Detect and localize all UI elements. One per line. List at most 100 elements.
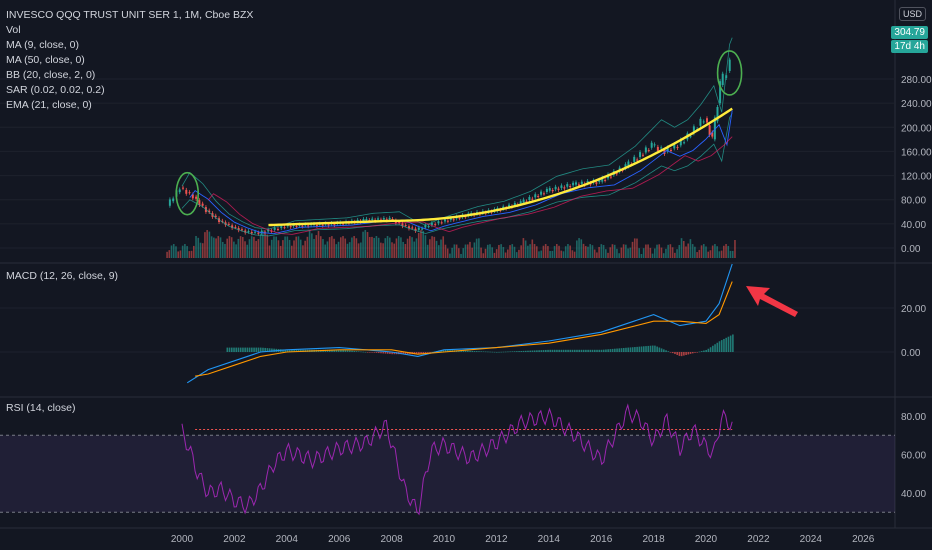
volume-bar <box>246 244 249 258</box>
macd-histogram-bar <box>558 349 560 352</box>
macd-histogram-bar <box>469 350 471 352</box>
volume-bar <box>193 245 195 258</box>
volume-bar <box>172 244 175 258</box>
volume-bar <box>482 253 485 258</box>
volume-bar <box>524 240 527 258</box>
volume-bar <box>486 244 489 258</box>
volume-bar <box>286 236 289 258</box>
volume-bar <box>674 252 676 258</box>
volume-bar <box>671 247 674 258</box>
volume-bar <box>195 236 197 258</box>
rsi-label[interactable]: RSI (14, close) <box>6 402 76 414</box>
macd-histogram-bar <box>591 349 594 352</box>
macd-histogram-bar <box>271 348 273 352</box>
volume-bar <box>275 236 278 258</box>
macd-histogram-bar <box>502 351 505 353</box>
volume-bar <box>707 251 710 258</box>
volume-bar <box>319 236 322 258</box>
volume-bar <box>315 235 318 258</box>
candle <box>427 226 430 228</box>
volume-bar <box>491 247 494 258</box>
volume-bar <box>328 237 331 258</box>
candle <box>198 200 201 205</box>
candle <box>286 225 289 227</box>
macd-histogram-bar <box>415 352 418 355</box>
macd-histogram-bar <box>565 349 567 352</box>
macd-histogram-bar <box>293 349 295 352</box>
volume-bar <box>609 247 612 258</box>
volume-bar <box>473 242 476 258</box>
macd-label[interactable]: MACD (12, 26, close, 9) <box>6 270 119 282</box>
volume-bar <box>589 244 592 258</box>
indicator-ema[interactable]: EMA (21, close, 0) <box>6 99 92 111</box>
rsi-tick-label: 60.00 <box>901 451 926 462</box>
candle <box>315 224 318 226</box>
macd-histogram-bar <box>353 350 356 352</box>
volume-bar <box>698 249 701 258</box>
candle <box>437 221 440 224</box>
volume-bar <box>500 244 502 258</box>
macd-histogram-bar <box>618 348 621 352</box>
volume-bar <box>611 244 614 258</box>
indicator-bb[interactable]: BB (20, close, 2, 0) <box>6 69 96 81</box>
candle <box>434 224 437 226</box>
volume-bar <box>411 237 413 258</box>
macd-histogram-bar <box>729 335 732 352</box>
candle <box>208 210 211 212</box>
volume-bar <box>348 242 351 258</box>
candle <box>560 185 563 188</box>
volume-bar <box>464 244 467 258</box>
candle <box>307 225 310 227</box>
last-price-tag: 304.79 <box>891 26 928 39</box>
volume-bar <box>449 253 451 258</box>
macd-histogram-bar <box>676 352 678 355</box>
macd-histogram-bar <box>284 349 287 352</box>
volume-bar <box>475 238 478 258</box>
macd-histogram-bar <box>631 347 634 352</box>
currency-badge[interactable]: USD <box>898 7 926 21</box>
volume-bar <box>179 250 182 258</box>
candle <box>227 223 230 225</box>
candle <box>641 154 644 156</box>
indicator-vol[interactable]: Vol <box>6 24 21 36</box>
macd-histogram-bar <box>663 349 665 352</box>
macd-histogram-bar <box>255 347 258 352</box>
volume-bar <box>731 250 734 258</box>
candle <box>240 229 243 231</box>
macd-histogram-bar <box>723 338 725 352</box>
indicator-ma50[interactable]: MA (50, close, 0) <box>6 54 85 66</box>
candle <box>721 73 724 86</box>
macd-histogram-bar <box>268 348 271 352</box>
indicator-sar[interactable]: SAR (0.02, 0.02, 0.2) <box>6 84 105 96</box>
indicator-ma9[interactable]: MA (9, close, 0) <box>6 39 79 51</box>
annotation-arrow <box>746 286 798 317</box>
macd-histogram-bar <box>654 345 656 352</box>
macd-histogram-bar <box>386 352 389 354</box>
macd-histogram-bar <box>259 347 262 352</box>
volume-bar <box>700 245 703 258</box>
volume-bar <box>669 244 672 258</box>
volume-bar <box>625 244 627 258</box>
candle <box>356 219 359 222</box>
candle <box>508 204 511 208</box>
volume-bar <box>210 236 213 258</box>
macd-histogram-bar <box>239 347 242 352</box>
candle <box>257 232 260 234</box>
macd-histogram-bar <box>667 351 670 352</box>
volume-bar <box>711 245 714 258</box>
rsi-tick-label: 40.00 <box>901 489 926 500</box>
candle <box>424 225 427 228</box>
macd-histogram-bar <box>373 352 376 353</box>
macd-histogram-bar <box>380 352 382 354</box>
candle <box>575 182 577 185</box>
candle <box>692 126 695 134</box>
macd-histogram-bar <box>645 346 647 352</box>
volume-bar <box>282 240 284 258</box>
volume-bar <box>504 252 507 258</box>
macd-histogram-bar <box>382 352 385 354</box>
volume-bar <box>460 253 462 258</box>
macd-histogram-bar <box>531 350 534 352</box>
candle <box>627 161 630 167</box>
volume-bar <box>166 251 168 258</box>
